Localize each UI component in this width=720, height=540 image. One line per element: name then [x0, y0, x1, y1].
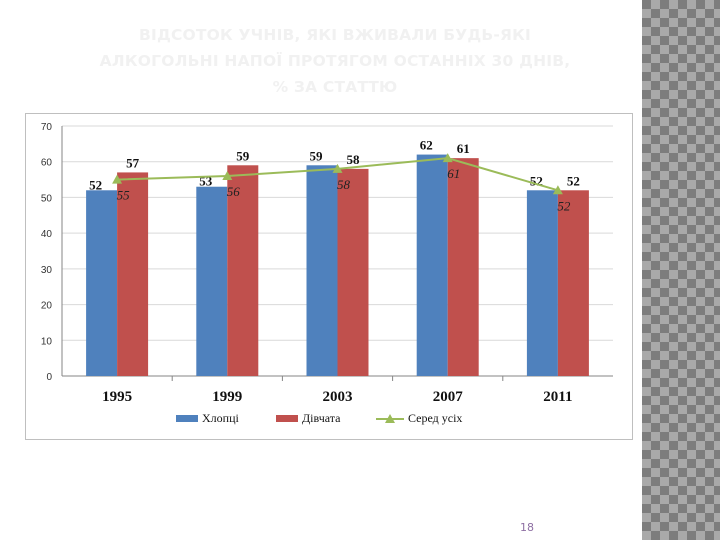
- y-tick-label-0: 0: [46, 372, 52, 383]
- bar-Дівчата-1995: [117, 172, 149, 376]
- y-tick-label-1: 10: [41, 336, 53, 347]
- slide-title: ВІДСОТОК УЧНІВ, ЯКІ ВЖИВАЛИ БУДЬ-ЯКІ АЛК…: [30, 22, 640, 100]
- legend-swatch-Дівчата: [276, 415, 298, 422]
- title-line-3: % ЗА СТАТТЮ: [272, 78, 398, 96]
- data-label-Дівчата-2011: 52: [567, 173, 580, 188]
- data-label-Дівчата-1995: 57: [126, 155, 140, 170]
- y-tick-label-3: 30: [41, 265, 53, 276]
- line-label-1995: 55: [117, 188, 131, 203]
- legend-marker-Серед усіх: [385, 414, 395, 423]
- bar-Хлопці-2003: [306, 165, 338, 376]
- x-tick-label-1999: 1999: [212, 389, 242, 405]
- bar-Дівчата-2007: [447, 158, 479, 376]
- x-tick-label-2007: 2007: [433, 389, 464, 405]
- line-marker-2011: [552, 185, 563, 195]
- x-tick-label-2011: 2011: [543, 389, 572, 405]
- line-label-1999: 56: [227, 184, 241, 199]
- line-label-2011: 52: [557, 198, 571, 213]
- line-marker-1995: [112, 174, 123, 184]
- x-tick-label-2003: 2003: [323, 389, 353, 405]
- line-marker-2003: [332, 163, 343, 173]
- chart-container: 0 10 20 30 40 50 60 70 52 57 1995 53 59 1999 59 58 2003 6…: [25, 113, 633, 440]
- data-label-Дівчата-2007: 61: [457, 141, 470, 156]
- x-tick-label-1995: 1995: [102, 389, 132, 405]
- y-tick-label-4: 40: [41, 229, 53, 240]
- bar-Хлопці-1999: [196, 186, 228, 376]
- y-tick-label-5: 50: [41, 193, 53, 204]
- data-label-Хлопці-1995: 52: [89, 177, 102, 192]
- y-tick-label-6: 60: [41, 158, 53, 169]
- y-tick-label-7: 70: [41, 122, 53, 133]
- title-line-1: ВІДСОТОК УЧНІВ, ЯКІ ВЖИВАЛИ БУДЬ-ЯКІ: [138, 26, 532, 44]
- title-line-2: АЛКОГОЛЬНІ НАПОЇ ПРОТЯГОМ ОСТАННІХ 30 ДН…: [99, 52, 571, 70]
- page-number: 18: [520, 521, 534, 534]
- legend-label-Дівчата: Дівчата: [302, 411, 341, 425]
- data-label-Дівчата-1999: 59: [236, 148, 250, 163]
- data-label-Хлопці-2007: 62: [420, 138, 433, 153]
- bar-Дівчата-2011: [557, 190, 589, 376]
- y-tick-label-2: 20: [41, 301, 53, 312]
- line-marker-2007: [442, 153, 453, 163]
- legend-label-Хлопці: Хлопці: [202, 411, 239, 425]
- bar-Дівчата-1999: [227, 165, 259, 376]
- data-label-Хлопці-2003: 59: [310, 148, 324, 163]
- side-pattern-decoration: [642, 0, 720, 540]
- line-label-2003: 58: [337, 177, 351, 192]
- data-label-Дівчата-2003: 58: [347, 152, 361, 167]
- bar-Хлопці-2007: [416, 154, 448, 376]
- line-label-2007: 61: [447, 166, 460, 181]
- bar-Хлопці-1995: [86, 190, 118, 376]
- legend-label-Серед усіх: Серед усіх: [408, 411, 462, 425]
- line-marker-1999: [222, 171, 233, 180]
- legend-swatch-Хлопці: [176, 415, 198, 422]
- bar-Дівчата-2003: [337, 168, 369, 376]
- bar-Хлопці-2011: [526, 190, 558, 376]
